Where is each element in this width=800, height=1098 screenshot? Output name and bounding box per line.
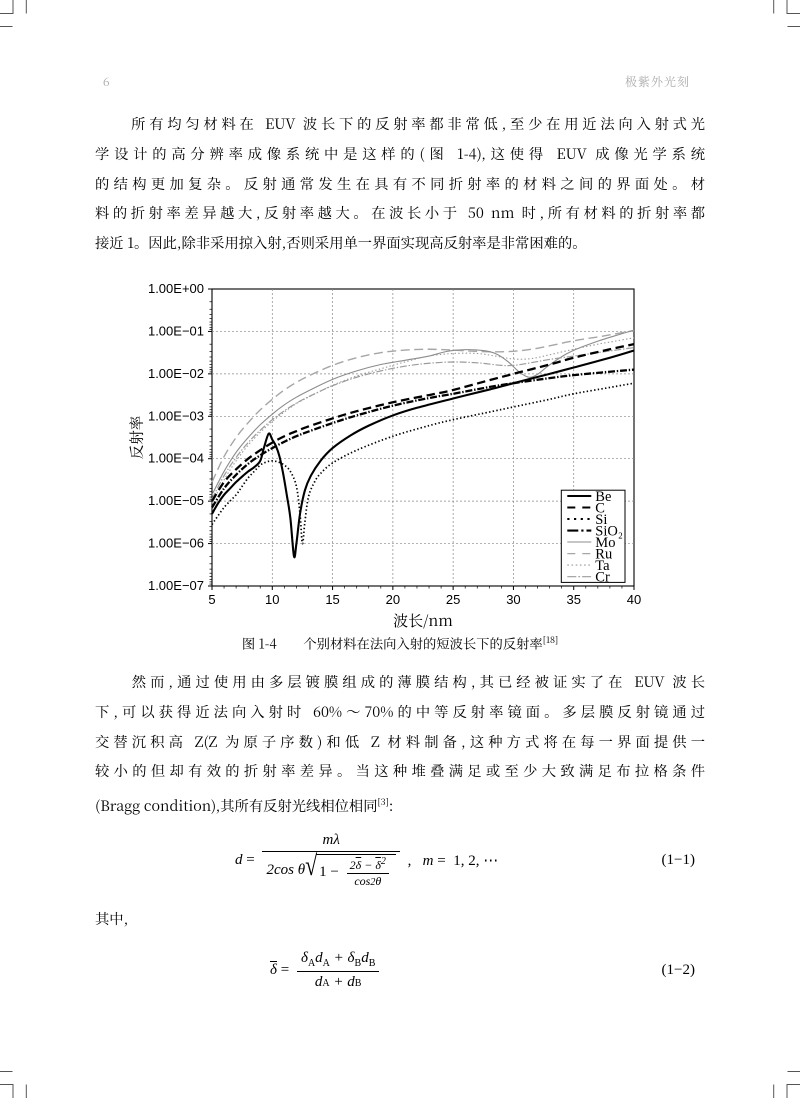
svg-text:10: 10 [265, 592, 279, 607]
svg-text:25: 25 [446, 592, 460, 607]
svg-text:1.00E−03: 1.00E−03 [148, 408, 204, 423]
svg-text:1.00E−04: 1.00E−04 [148, 451, 204, 466]
svg-text:1.00E−02: 1.00E−02 [148, 366, 204, 381]
svg-text:1.00E−01: 1.00E−01 [148, 323, 204, 338]
svg-text:1.00E−06: 1.00E−06 [148, 536, 204, 551]
svg-text:15: 15 [325, 592, 339, 607]
svg-text:波长/nm: 波长/nm [393, 610, 453, 631]
svg-text:5: 5 [208, 592, 215, 607]
svg-text:反射率: 反射率 [126, 416, 147, 460]
svg-text:35: 35 [566, 592, 580, 607]
svg-text:1.00E−07: 1.00E−07 [148, 578, 204, 593]
svg-text:1.00E+00: 1.00E+00 [148, 281, 204, 296]
svg-text:40: 40 [627, 592, 641, 607]
svg-text:1.00E−05: 1.00E−05 [148, 493, 204, 508]
svg-text:Cr: Cr [595, 570, 610, 586]
svg-text:20: 20 [386, 592, 400, 607]
svg-text:30: 30 [506, 592, 520, 607]
